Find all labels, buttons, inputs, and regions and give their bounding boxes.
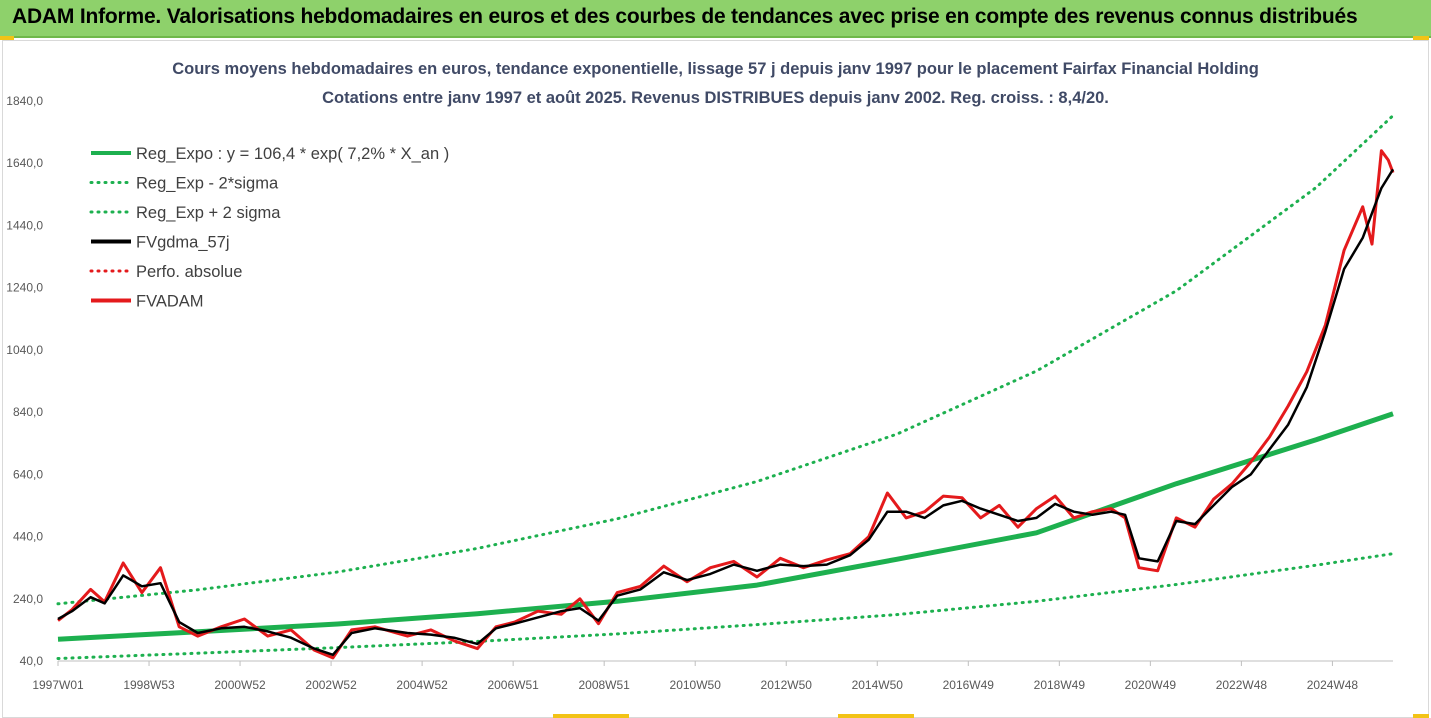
- x-tick-label: 2020W49: [1125, 678, 1177, 692]
- x-tick-label: 2014W50: [852, 678, 904, 692]
- chart-subtitle: Cotations entre janv 1997 et août 2025. …: [322, 89, 1109, 107]
- y-tick-label: 1040,0: [6, 343, 43, 357]
- series-fvgdma-57j: [57, 168, 1395, 657]
- y-tick-label: 1440,0: [6, 218, 43, 232]
- legend-label: Reg_Exp - 2*sigma: [136, 175, 279, 193]
- x-tick-label: 2004W52: [396, 678, 448, 692]
- x-tick-label: 2022W48: [1216, 678, 1268, 692]
- bottom-mark-right: [838, 714, 914, 718]
- series-reg-plus-2sigma: [56, 114, 1395, 606]
- x-tick-label: 2010W50: [670, 678, 722, 692]
- chart-svg: 1840,0 1640,0 1440,0 1240,0 1040,0 840,0 640,0…: [6, 94, 1395, 692]
- x-tick-label: 2012W50: [761, 678, 813, 692]
- chart-area: Cours moyens hebdomadaires en euros, ten…: [2, 40, 1429, 718]
- x-tick-label: 2000W52: [214, 678, 266, 692]
- legend-label: FVgdma_57j: [136, 234, 230, 252]
- x-tick-label: 1997W01: [32, 678, 84, 692]
- legend-label: Reg_Exp + 2 sigma: [136, 204, 281, 222]
- series-reg-expo: [57, 411, 1394, 642]
- x-tick-label: 2002W52: [305, 678, 357, 692]
- corner-mark-left: [0, 36, 14, 40]
- y-tick-label: 640,0: [13, 467, 43, 481]
- legend-label: FVADAM: [136, 293, 204, 311]
- bottom-mark-corner: [1413, 714, 1429, 718]
- y-tick-label: 1840,0: [6, 94, 43, 108]
- x-tick-label: 2018W49: [1034, 678, 1086, 692]
- y-tick-label: 240,0: [13, 592, 43, 606]
- report-title: ADAM Informe. Valorisations hebdomadaire…: [12, 5, 1358, 28]
- y-tick-label: 440,0: [13, 530, 43, 544]
- y-tick-label: 840,0: [13, 405, 43, 419]
- bottom-mark-left: [553, 714, 629, 718]
- x-tick-label: 1998W53: [123, 678, 175, 692]
- y-tick-label: 40,0: [20, 654, 44, 668]
- series-reg-minus-2sigma: [56, 552, 1395, 660]
- report-banner: ADAM Informe. Valorisations hebdomadaire…: [0, 0, 1431, 38]
- legend-label: Perfo. absolue: [136, 263, 242, 281]
- x-tick-label: 2024W48: [1307, 678, 1359, 692]
- corner-mark-right: [1413, 36, 1429, 40]
- x-tick-label: 2016W49: [943, 678, 995, 692]
- x-tick-label: 2006W51: [487, 678, 539, 692]
- y-tick-label: 1240,0: [6, 281, 43, 295]
- y-tick-label: 1640,0: [6, 156, 43, 170]
- legend-label: Reg_Expo : y = 106,4 * exp( 7,2% * X_an …: [136, 145, 449, 163]
- chart-title: Cours moyens hebdomadaires en euros, ten…: [172, 60, 1259, 78]
- series-fvadam: [57, 149, 1395, 660]
- x-tick-label: 2008W51: [578, 678, 630, 692]
